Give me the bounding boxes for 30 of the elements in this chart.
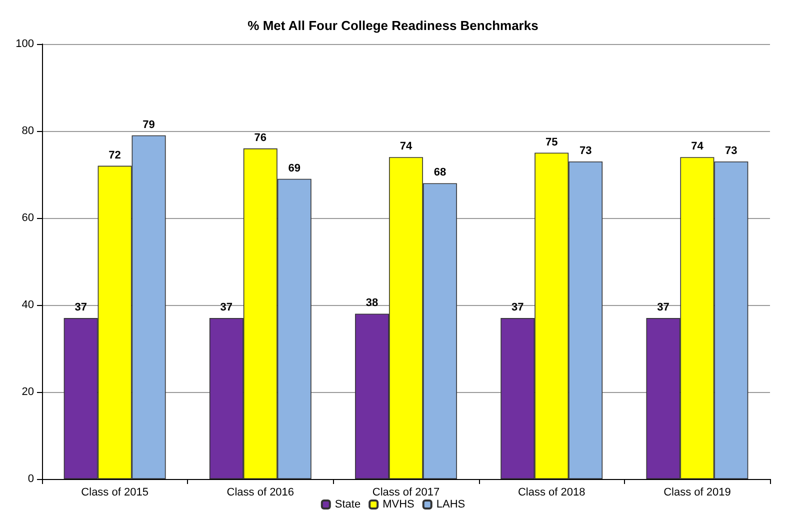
legend-label: LAHS — [436, 498, 466, 510]
y-tick-label: 100 — [16, 38, 34, 50]
y-tick-label: 80 — [22, 125, 34, 137]
y-tick-label: 0 — [28, 473, 34, 485]
data-label: 37 — [74, 302, 87, 314]
x-tick-label: Class of 2016 — [226, 486, 294, 498]
data-label: 37 — [657, 302, 670, 314]
data-label: 68 — [434, 166, 446, 179]
legend-label: MVHS — [382, 498, 414, 510]
y-tick-label: 40 — [22, 299, 34, 311]
data-label: 79 — [142, 118, 155, 131]
data-label: 37 — [512, 302, 524, 314]
x-tick-label: Class of 2015 — [81, 486, 148, 498]
data-label: 37 — [220, 302, 233, 314]
x-tick-label: Class of 2019 — [664, 486, 731, 498]
x-tick-label: Class of 2018 — [518, 486, 586, 498]
data-label: 75 — [545, 136, 558, 148]
chart-title: % Met All Four College Readiness Benchmarks — [248, 18, 538, 33]
y-tick-label: 20 — [22, 386, 34, 398]
data-label: 69 — [288, 162, 300, 174]
data-label: 72 — [108, 149, 121, 162]
data-label: 73 — [725, 144, 738, 157]
legend-label: State — [334, 498, 361, 510]
data-label: 38 — [366, 297, 378, 310]
y-tick-label: 60 — [22, 212, 34, 224]
data-label: 73 — [579, 144, 592, 157]
data-label: 74 — [400, 140, 413, 153]
data-label: 74 — [691, 140, 704, 153]
x-tick-label: Class of 2017 — [372, 486, 440, 498]
data-label: 76 — [254, 132, 267, 144]
